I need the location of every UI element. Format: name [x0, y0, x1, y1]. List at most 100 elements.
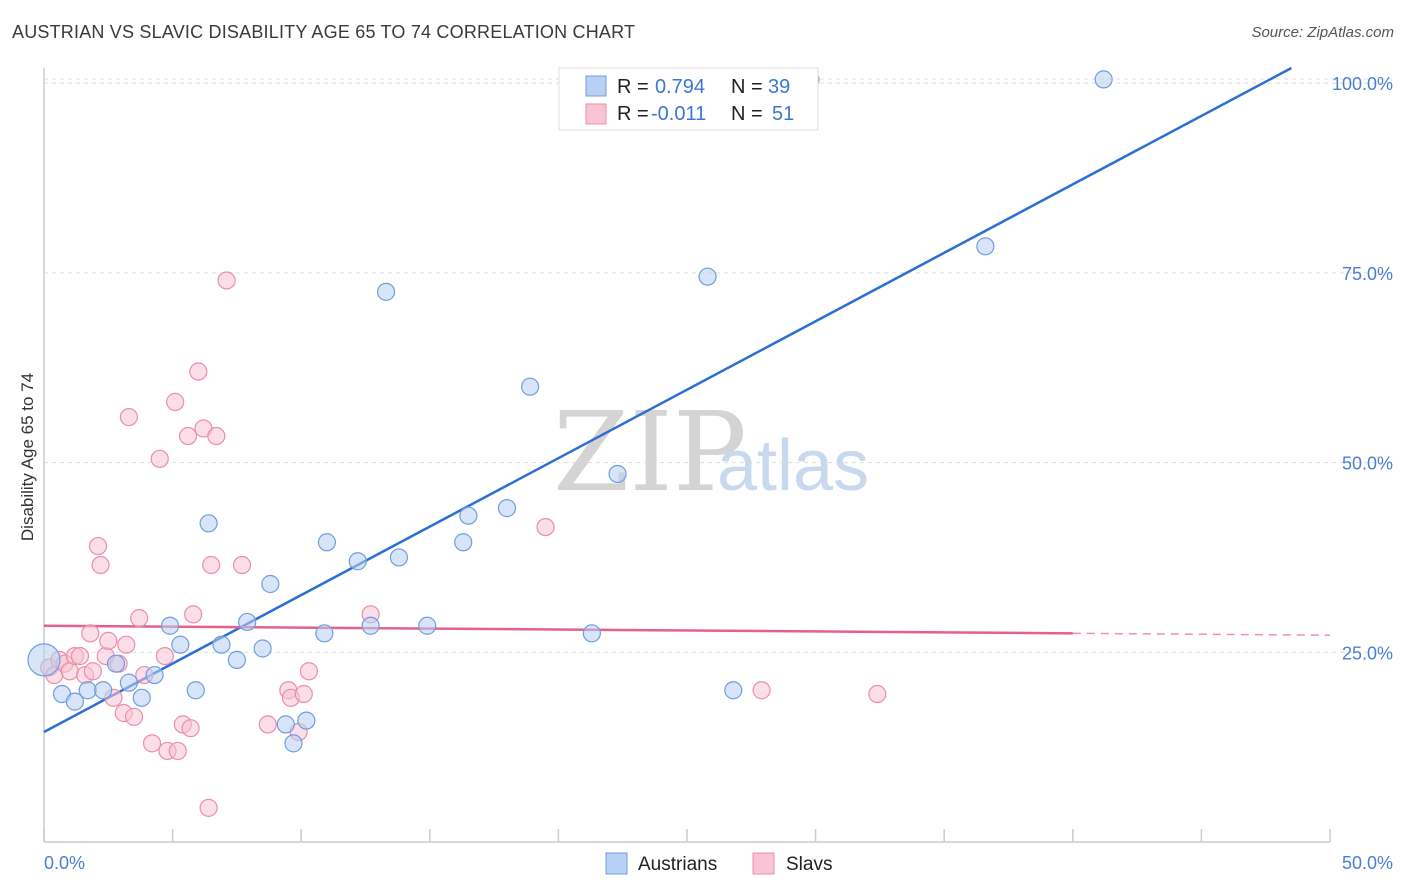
- point-slavs: [119, 407, 138, 427]
- point-austrians: [698, 267, 717, 286]
- point-austrians: [497, 499, 517, 518]
- point-slavs: [124, 707, 144, 726]
- point-austrians: [186, 681, 205, 700]
- series-swatch-austrians: [605, 852, 628, 875]
- legend-r-value: 0.794: [655, 76, 705, 98]
- point-slavs: [88, 536, 108, 556]
- source-credit: Source: ZipAtlas.com: [1251, 24, 1394, 41]
- point-slavs: [202, 555, 221, 575]
- point-slavs: [130, 609, 149, 628]
- point-slavs: [232, 555, 252, 575]
- point-austrians: [199, 514, 218, 533]
- legend-swatch-slavs: [585, 103, 607, 125]
- point-austrians: [145, 665, 164, 685]
- legend-n-value: 39: [768, 76, 790, 98]
- point-slavs: [868, 684, 887, 704]
- y-tick-label: 25.0%: [1342, 643, 1393, 663]
- y-tick-label: 100.0%: [1332, 74, 1393, 94]
- point-austrians: [261, 574, 280, 594]
- point-slavs: [207, 426, 226, 446]
- point-austrians: [238, 612, 257, 632]
- trend-line-austrians: [43, 66, 1293, 734]
- point-austrians: [78, 681, 97, 700]
- point-austrians: [94, 681, 113, 700]
- x-ticks: [43, 829, 1331, 842]
- point-austrians: [459, 506, 478, 525]
- watermark-atlas: atlas: [717, 426, 869, 506]
- point-austrians: [119, 673, 138, 692]
- point-austrians: [65, 692, 84, 711]
- point-slavs: [81, 624, 100, 643]
- point-slavs: [752, 681, 771, 700]
- legend-swatch-austrians: [585, 75, 607, 97]
- chart-title: AUSTRIAN VS SLAVIC DISABILITY AGE 65 TO …: [12, 22, 636, 42]
- point-austrians: [361, 616, 380, 635]
- point-austrians: [284, 734, 303, 753]
- point-slavs: [117, 635, 136, 654]
- point-austrians: [297, 711, 316, 730]
- series-label-slavs: Slavs: [786, 854, 832, 875]
- trend-line-extension-slavs: [1072, 632, 1331, 636]
- point-austrians: [389, 548, 409, 567]
- point-slavs: [168, 741, 187, 761]
- point-austrians: [724, 681, 743, 700]
- y-tick-label: 50.0%: [1342, 454, 1393, 474]
- point-austrians: [376, 282, 396, 301]
- point-austrians: [276, 715, 295, 734]
- point-slavs: [166, 392, 185, 411]
- point-slavs: [199, 798, 218, 817]
- point-austrians: [27, 643, 61, 677]
- point-austrians: [521, 377, 540, 396]
- point-slavs: [299, 662, 319, 681]
- point-austrians: [317, 533, 337, 552]
- point-slavs: [184, 605, 203, 624]
- point-austrians: [608, 464, 627, 484]
- legend-r-label: R =: [617, 103, 649, 125]
- point-austrians: [106, 654, 126, 673]
- point-slavs: [294, 684, 313, 704]
- correlation-legend: R = 0.794 N = 39 R = -0.011 N = 51: [558, 67, 819, 131]
- point-austrians: [418, 616, 437, 635]
- point-austrians: [132, 688, 151, 707]
- legend-r-label: R =: [617, 76, 649, 98]
- point-slavs: [155, 646, 174, 666]
- y-axis-label: Disability Age 65 to 74: [18, 373, 37, 541]
- series-label-austrians: Austrians: [638, 854, 717, 875]
- point-slavs: [60, 662, 79, 681]
- point-austrians: [227, 650, 246, 669]
- point-slavs: [83, 662, 102, 681]
- point-slavs: [536, 517, 555, 537]
- point-slavs: [217, 271, 236, 290]
- legend-r-value: -0.011: [651, 103, 706, 125]
- watermark: ZIP atlas: [553, 388, 869, 516]
- legend-n-label: N =: [731, 103, 763, 125]
- legend-n-label: N =: [731, 76, 763, 98]
- point-slavs: [150, 449, 169, 468]
- point-slavs: [181, 719, 200, 738]
- trend-line-slavs: [43, 624, 1073, 635]
- y-tick-label: 75.0%: [1342, 264, 1393, 284]
- point-austrians: [315, 624, 334, 643]
- point-slavs: [142, 734, 162, 753]
- x-tick-label-min: 0.0%: [44, 853, 85, 873]
- point-slavs: [178, 426, 198, 446]
- data-points: [27, 70, 1113, 817]
- point-austrians: [582, 624, 601, 643]
- y-tick-labels: 25.0% 50.0% 75.0% 100.0%: [1332, 74, 1393, 663]
- point-austrians: [976, 237, 995, 256]
- point-slavs: [70, 646, 90, 666]
- point-austrians: [212, 635, 231, 654]
- point-austrians: [253, 639, 272, 658]
- point-austrians: [160, 616, 180, 635]
- series-legend: Austrians Slavs: [605, 852, 832, 875]
- point-slavs: [91, 555, 110, 575]
- point-slavs: [258, 715, 277, 734]
- point-slavs: [99, 631, 118, 651]
- point-austrians: [1094, 70, 1113, 89]
- point-slavs: [189, 362, 208, 381]
- point-austrians: [348, 552, 367, 571]
- point-austrians: [454, 533, 473, 552]
- series-swatch-slavs: [752, 852, 775, 875]
- point-austrians: [171, 635, 190, 654]
